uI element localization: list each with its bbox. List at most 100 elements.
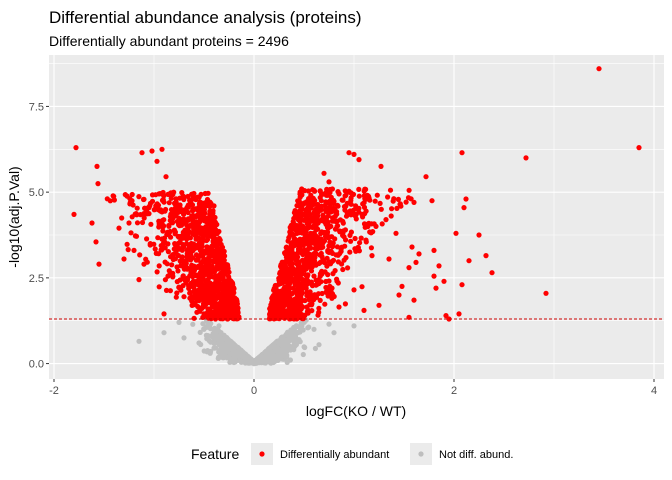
significant-point bbox=[181, 244, 187, 250]
significant-point bbox=[302, 188, 308, 194]
significant-point bbox=[216, 261, 222, 267]
significant-point bbox=[221, 307, 227, 313]
significant-point bbox=[194, 278, 200, 284]
significant-point bbox=[286, 288, 292, 294]
significant-point bbox=[269, 299, 275, 305]
not-significant-point bbox=[284, 352, 290, 358]
significant-point bbox=[387, 187, 394, 193]
significant-point bbox=[389, 206, 395, 212]
significant-point bbox=[137, 252, 143, 258]
significant-point bbox=[158, 243, 164, 249]
significant-point bbox=[156, 251, 162, 257]
significant-point bbox=[312, 197, 318, 204]
significant-point bbox=[169, 262, 175, 268]
significant-point bbox=[178, 233, 184, 239]
significant-point bbox=[320, 212, 326, 218]
significant-point bbox=[156, 284, 162, 290]
significant-point bbox=[149, 198, 156, 204]
significant-point bbox=[318, 205, 324, 211]
significant-point bbox=[378, 206, 384, 212]
significant-point bbox=[176, 223, 183, 229]
significant-point bbox=[411, 297, 417, 303]
x-tick-label: 2 bbox=[451, 385, 457, 397]
significant-point bbox=[273, 286, 279, 292]
significant-point bbox=[188, 223, 194, 229]
significant-point bbox=[129, 198, 135, 204]
significant-point bbox=[119, 215, 125, 221]
significant-point bbox=[207, 311, 213, 317]
not-significant-point bbox=[297, 324, 303, 330]
significant-point bbox=[212, 219, 218, 225]
significant-point bbox=[222, 313, 228, 319]
legend-key-not-significant bbox=[418, 451, 424, 457]
significant-point bbox=[330, 240, 336, 246]
significant-point bbox=[359, 284, 365, 290]
significant-point bbox=[350, 191, 357, 197]
significant-point bbox=[223, 264, 229, 270]
significant-point bbox=[281, 313, 287, 319]
not-significant-point bbox=[306, 324, 312, 330]
significant-point bbox=[274, 300, 280, 306]
significant-point bbox=[189, 202, 196, 208]
significant-point bbox=[206, 259, 212, 265]
significant-point bbox=[169, 218, 175, 224]
significant-point bbox=[284, 308, 291, 314]
chart-title: Differential abundance analysis (protein… bbox=[49, 8, 361, 27]
significant-point bbox=[463, 196, 469, 202]
significant-point bbox=[173, 205, 179, 211]
significant-point bbox=[403, 199, 409, 205]
legend-label-not-significant: Not diff. abund. bbox=[439, 449, 513, 461]
significant-point bbox=[319, 268, 325, 274]
significant-point bbox=[441, 278, 447, 284]
not-significant-point bbox=[211, 345, 217, 351]
significant-point bbox=[159, 146, 165, 152]
significant-point bbox=[336, 191, 342, 197]
not-significant-point bbox=[190, 321, 196, 327]
legend-label-significant: Differentially abundant bbox=[280, 449, 389, 461]
significant-point bbox=[156, 191, 162, 197]
significant-point bbox=[372, 198, 378, 204]
significant-point bbox=[218, 296, 224, 302]
significant-point bbox=[393, 230, 399, 236]
significant-point bbox=[184, 204, 190, 210]
significant-point bbox=[270, 303, 276, 309]
significant-point bbox=[172, 231, 178, 237]
significant-point bbox=[352, 235, 358, 242]
significant-point bbox=[292, 296, 298, 302]
significant-point bbox=[201, 256, 207, 262]
significant-point bbox=[165, 249, 171, 255]
significant-point bbox=[295, 315, 301, 321]
significant-point bbox=[141, 196, 147, 202]
significant-point bbox=[160, 228, 166, 234]
significant-point bbox=[297, 191, 303, 197]
significant-point bbox=[161, 199, 167, 205]
significant-point bbox=[322, 207, 328, 213]
significant-point bbox=[229, 294, 235, 300]
significant-point bbox=[166, 200, 172, 206]
significant-point bbox=[303, 285, 309, 291]
significant-point bbox=[155, 207, 161, 213]
significant-point bbox=[334, 278, 340, 284]
significant-point bbox=[190, 284, 196, 290]
significant-point bbox=[348, 238, 354, 244]
not-significant-point bbox=[281, 347, 287, 353]
significant-point bbox=[334, 244, 340, 250]
significant-point bbox=[181, 209, 187, 215]
significant-point bbox=[376, 302, 382, 308]
significant-point bbox=[296, 238, 303, 244]
significant-point bbox=[191, 289, 197, 295]
significant-point bbox=[326, 259, 332, 265]
significant-point bbox=[356, 186, 362, 192]
significant-point bbox=[196, 214, 202, 220]
significant-point bbox=[174, 243, 180, 249]
not-significant-point bbox=[261, 359, 267, 365]
significant-point bbox=[164, 261, 170, 267]
significant-point bbox=[96, 261, 102, 267]
significant-point bbox=[356, 193, 362, 199]
significant-point bbox=[128, 230, 134, 236]
significant-point bbox=[340, 266, 346, 273]
significant-point bbox=[322, 301, 328, 307]
significant-point bbox=[636, 145, 642, 151]
significant-point bbox=[302, 297, 308, 304]
